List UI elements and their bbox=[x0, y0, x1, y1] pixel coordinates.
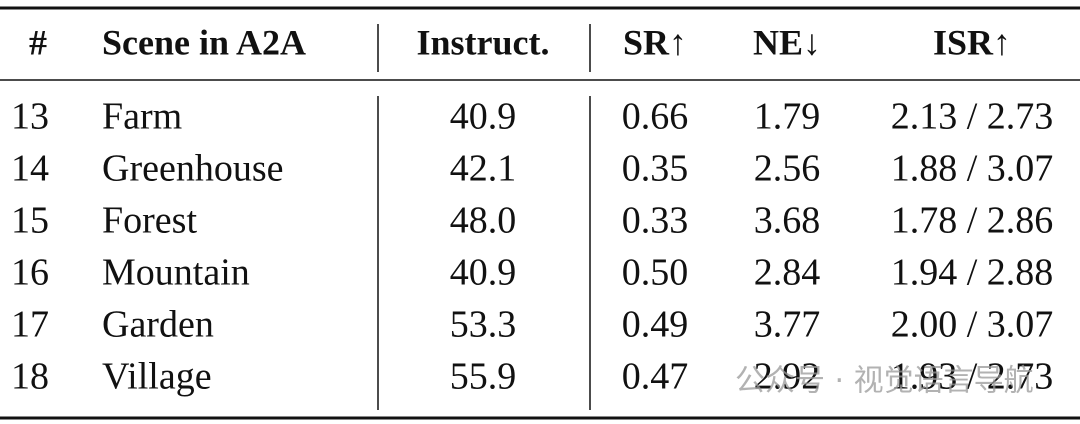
cell: Farm bbox=[102, 96, 182, 138]
cell: 14 bbox=[11, 148, 49, 190]
cell: Garden bbox=[102, 304, 214, 346]
cell: 42.1 bbox=[450, 148, 517, 190]
cell: 0.50 bbox=[622, 252, 689, 294]
cell: 0.33 bbox=[622, 200, 689, 242]
cell: 0.66 bbox=[622, 96, 689, 138]
cell: 0.47 bbox=[622, 356, 689, 398]
header-cell: SR↑ bbox=[623, 22, 687, 62]
cell: 53.3 bbox=[450, 304, 517, 346]
cell: 17 bbox=[11, 304, 49, 346]
cell: 0.49 bbox=[622, 304, 689, 346]
cell: 55.9 bbox=[450, 356, 517, 398]
header-cell: Scene in A2A bbox=[102, 22, 306, 62]
cell: 40.9 bbox=[450, 252, 517, 294]
cell: 2.92 bbox=[754, 356, 821, 398]
cell: 15 bbox=[11, 200, 49, 242]
cell: 0.35 bbox=[622, 148, 689, 190]
cell: 13 bbox=[11, 96, 49, 138]
cell: 18 bbox=[11, 356, 49, 398]
cell: 2.84 bbox=[754, 252, 821, 294]
watermark: 公众号 · 视觉语言导航 bbox=[735, 364, 1034, 399]
header-cell: NE↓ bbox=[753, 22, 821, 62]
cell: 2.56 bbox=[754, 148, 821, 190]
cell: 1.78 / 2.86 bbox=[891, 200, 1054, 242]
cell: 1.88 / 3.07 bbox=[891, 148, 1054, 190]
cell: 16 bbox=[11, 252, 49, 294]
cell: 40.9 bbox=[450, 96, 517, 138]
cell: 2.00 / 3.07 bbox=[891, 304, 1054, 346]
cell: Forest bbox=[102, 200, 197, 242]
cell: 1.94 / 2.88 bbox=[891, 252, 1054, 294]
cell: 3.68 bbox=[754, 200, 821, 242]
cell: 2.13 / 2.73 bbox=[891, 96, 1054, 138]
cell: 3.77 bbox=[754, 304, 821, 346]
cell: Greenhouse bbox=[102, 148, 283, 190]
cell: Mountain bbox=[102, 252, 250, 294]
cell: Village bbox=[102, 356, 212, 398]
header-cell: Instruct. bbox=[417, 22, 550, 62]
cell: 48.0 bbox=[450, 200, 517, 242]
header-cell: # bbox=[29, 22, 47, 62]
cell: 1.93 / 2.73 bbox=[891, 356, 1054, 398]
cell: 1.79 bbox=[754, 96, 821, 138]
header-cell: ISR↑ bbox=[933, 22, 1011, 62]
